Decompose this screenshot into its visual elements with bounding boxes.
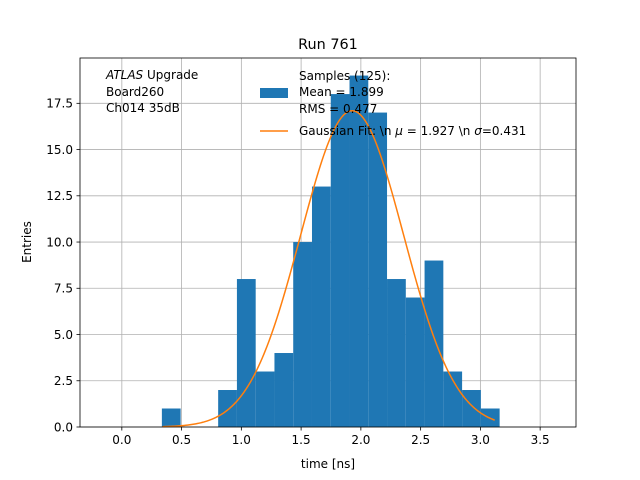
legend-fit-mu-symbol: μ — [394, 124, 403, 138]
histogram-bar-12 — [424, 260, 444, 427]
annotation-line-3: Ch014 35dB — [106, 101, 180, 115]
histogram-bar-0 — [161, 408, 181, 427]
axes-frame — [79, 57, 577, 428]
legend-fit-sigma-value: =0.431 — [482, 124, 526, 138]
axis-ticks: 0.0 0.5 1.0 1.5 2.0 2.5 3.0 3.5 0.0 2.5 5.0 7.5 10.0… — [46, 97, 549, 447]
x-tick-label-6: 3.0 — [471, 433, 490, 447]
y-tick-label-4: 10.0 — [46, 235, 73, 249]
annotation-line-1: ATLAS Upgrade — [105, 68, 198, 82]
y-tick-label-5: 12.5 — [46, 189, 73, 203]
chart-title: Run 761 — [298, 37, 358, 53]
histogram-bar-8 — [349, 75, 369, 428]
y-tick-label-6: 15.0 — [46, 143, 73, 157]
legend-fit-mu-value: = 1.927 \n — [403, 124, 474, 138]
legend-fit-prefix: Gaussian Fit: \n — [299, 124, 395, 138]
histogram-bar-6 — [311, 186, 331, 427]
histogram-bar-11 — [405, 297, 425, 427]
histogram-bar-4 — [274, 353, 294, 427]
legend-fit-sigma-symbol: σ — [474, 124, 482, 138]
x-axis-label: time [ns] — [301, 457, 355, 471]
legend-samples-line-2: Mean = 1.899 — [299, 85, 384, 99]
histogram-bar-13 — [443, 371, 463, 427]
annotation-line-1-rest: Upgrade — [143, 68, 198, 82]
x-tick-label-4: 2.0 — [351, 433, 370, 447]
x-tick-label-7: 3.5 — [531, 433, 550, 447]
histogram-bar-9 — [368, 112, 388, 428]
histogram-bar-7 — [330, 94, 350, 427]
atlas-italic-text: ATLAS — [105, 68, 144, 82]
y-axis-label: Entries — [20, 221, 34, 263]
histogram-bar-2 — [236, 279, 256, 427]
legend-samples-swatch — [260, 88, 288, 98]
y-tick-label-0: 0.0 — [54, 420, 73, 434]
histogram-bar-5 — [293, 242, 312, 427]
annotation-line-2: Board260 — [106, 85, 164, 99]
legend-fit-label: Gaussian Fit: \n μ = 1.927 \n σ=0.431 — [299, 124, 526, 138]
atlas-annotation: ATLAS Upgrade Board260 Ch014 35dB — [105, 68, 198, 115]
legend-samples-line-3: RMS = 0.477 — [299, 102, 377, 116]
x-tick-label-1: 0.5 — [172, 433, 191, 447]
histogram-bar-3 — [255, 371, 275, 427]
histogram-bar-1 — [218, 390, 237, 427]
x-tick-label-3: 1.5 — [292, 433, 311, 447]
x-tick-label-0: 0.0 — [112, 433, 131, 447]
histogram-bars — [161, 75, 500, 428]
x-tick-label-2: 1.0 — [232, 433, 251, 447]
x-tick-label-5: 2.5 — [411, 433, 430, 447]
y-tick-label-2: 5.0 — [54, 328, 73, 342]
histogram-bar-10 — [387, 279, 406, 427]
legend: Samples (125): Mean = 1.899 RMS = 0.477 … — [260, 69, 526, 138]
legend-samples-line-1: Samples (125): — [299, 69, 390, 83]
y-tick-label-3: 7.5 — [54, 282, 73, 296]
y-tick-label-7: 17.5 — [46, 97, 73, 111]
histogram-bar-14 — [462, 390, 481, 427]
gaussian-fit-line — [162, 109, 495, 428]
y-tick-label-1: 2.5 — [54, 374, 73, 388]
